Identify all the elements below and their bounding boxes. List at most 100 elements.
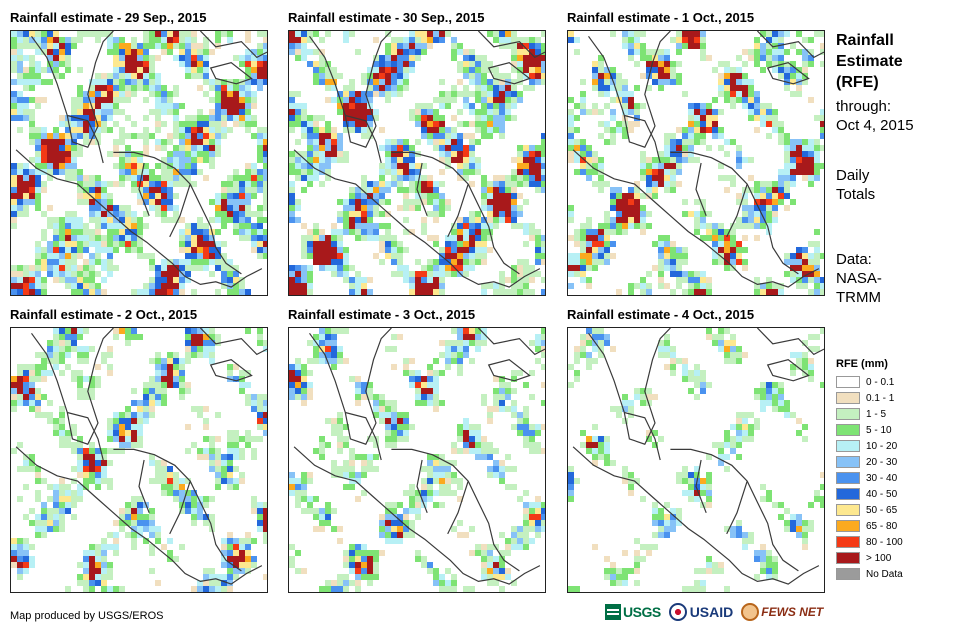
rainfall-cell (415, 490, 421, 496)
rainfall-cell (628, 103, 634, 109)
rainfall-cell (71, 277, 77, 283)
rainfall-cell (245, 394, 251, 400)
rainfall-cell (47, 340, 53, 346)
rainfall-cell (778, 37, 784, 43)
rainfall-cell (754, 235, 760, 241)
rainfall-cell (718, 127, 724, 133)
rainfall-cell (694, 271, 700, 277)
rainfall-cell (700, 103, 706, 109)
rainfall-cell (385, 241, 391, 247)
rainfall-cell (499, 283, 505, 289)
rainfall-cell (83, 484, 89, 490)
rainfall-cell (77, 103, 83, 109)
rainfall-cell (457, 334, 463, 340)
rainfall-cell (41, 37, 47, 43)
rainfall-cell (59, 406, 65, 412)
rainfall-cell (191, 121, 197, 127)
rainfall-cell (23, 556, 29, 562)
rainfall-cell (263, 412, 267, 418)
rainfall-cell (173, 157, 179, 163)
rainfall-cell (517, 544, 523, 550)
rainfall-cell (355, 472, 361, 478)
rainfall-cell (409, 151, 415, 157)
rainfall-cell (161, 157, 167, 163)
rainfall-cell (77, 145, 83, 151)
rainfall-cell (263, 67, 267, 73)
rainfall-cell (676, 157, 682, 163)
rainfall-cell (197, 85, 203, 91)
rainfall-cell (676, 49, 682, 55)
rainfall-cell (95, 193, 101, 199)
rainfall-cell (391, 424, 397, 430)
rainfall-cell (185, 61, 191, 67)
rainfall-cell (35, 97, 41, 103)
rainfall-cell (77, 31, 83, 37)
rainfall-cell (742, 352, 748, 358)
rainfall-cell (107, 127, 113, 133)
rainfall-cell (499, 388, 505, 394)
rainfall-cell (113, 163, 119, 169)
rainfall-cell (391, 514, 397, 520)
rainfall-cell (790, 61, 796, 67)
rainfall-cell (784, 163, 790, 169)
rainfall-cell (173, 484, 179, 490)
rainfall-cell (541, 133, 545, 139)
rainfall-cell (239, 223, 245, 229)
rainfall-cell (415, 49, 421, 55)
rainfall-cell (53, 364, 59, 370)
rainfall-cell (143, 37, 149, 43)
legend-swatch (836, 504, 860, 516)
rainfall-cell (89, 442, 95, 448)
rainfall-cell (445, 133, 451, 139)
rainfall-cell (463, 352, 469, 358)
rainfall-cell (481, 199, 487, 205)
rainfall-cell (251, 121, 257, 127)
rainfall-cell (796, 163, 802, 169)
rainfall-cell (517, 55, 523, 61)
usgs-logo-text: USGS (623, 604, 661, 620)
rainfall-cell (221, 574, 227, 580)
rainfall-cell (251, 163, 257, 169)
rainfall-cell (251, 502, 257, 508)
rainfall-cell (403, 358, 409, 364)
rainfall-cell (83, 193, 89, 199)
legend-swatch (836, 488, 860, 500)
rainfall-cell (694, 37, 700, 43)
rainfall-cell (125, 67, 131, 73)
rainfall-cell (718, 259, 724, 265)
rainfall-cell (161, 205, 167, 211)
rainfall-cell (185, 133, 191, 139)
rainfall-cell (367, 193, 373, 199)
rainfall-cell (511, 43, 517, 49)
rainfall-cell (724, 586, 730, 592)
rainfall-cell (113, 97, 119, 103)
rainfall-cell (107, 235, 113, 241)
rainfall-cell (337, 346, 343, 352)
rainfall-cell (820, 283, 824, 289)
rainfall-cell (35, 400, 41, 406)
rainfall-cell (742, 61, 748, 67)
rainfall-cell (415, 271, 421, 277)
rainfall-cell (313, 358, 319, 364)
rainfall-cell (143, 127, 149, 133)
rainfall-cell (239, 544, 245, 550)
rainfall-cell (53, 502, 59, 508)
rainfall-cell (113, 247, 119, 253)
rainfall-cell (35, 61, 41, 67)
rainfall-cell (59, 55, 65, 61)
rainfall-cell (700, 109, 706, 115)
rainfall-cell (65, 328, 71, 334)
rainfall-cell (574, 241, 580, 247)
rainfall-cell (541, 187, 545, 193)
rainfall-cell (487, 406, 493, 412)
rainfall-cell (820, 502, 824, 508)
rainfall-cell (301, 376, 307, 382)
rainfall-cell (766, 562, 772, 568)
rainfall-cell (191, 67, 197, 73)
rainfall-cell (325, 73, 331, 79)
rainfall-cell (427, 478, 433, 484)
rainfall-cell (523, 412, 529, 418)
rainfall-cell (89, 580, 95, 586)
rainfall-cell (664, 151, 670, 157)
rainfall-cell (149, 193, 155, 199)
